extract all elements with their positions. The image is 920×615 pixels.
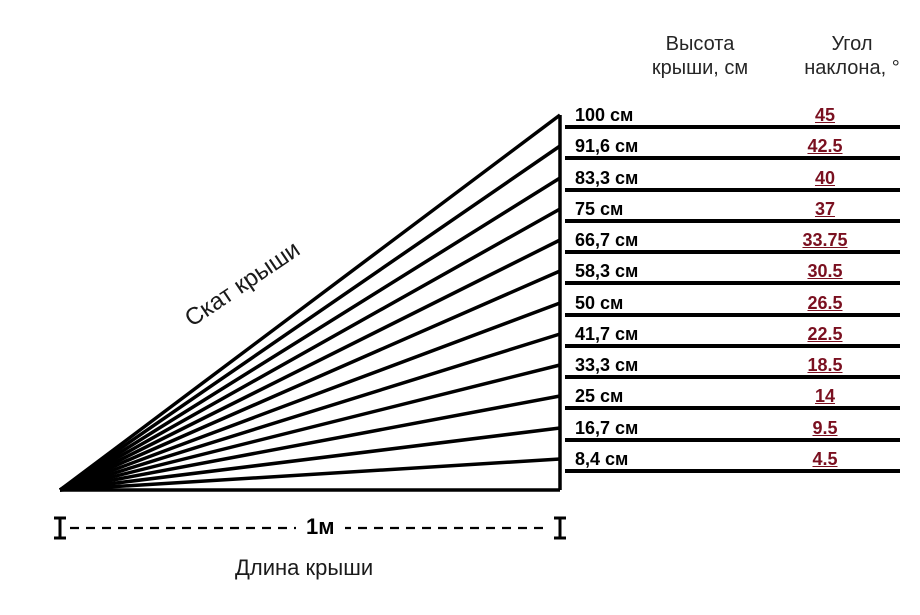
row-angle-label: 40: [790, 168, 860, 189]
row-angle-label: 26.5: [790, 293, 860, 314]
row-height-label: 58,3 см: [575, 261, 638, 282]
row-height-label: 91,6 см: [575, 136, 638, 157]
column-header-height: Высотакрыши, см: [640, 32, 760, 80]
row-height-label: 66,7 см: [575, 230, 638, 251]
row-height-label: 25 см: [575, 386, 623, 407]
row-angle-label: 9.5: [790, 418, 860, 439]
row-height-label: 100 см: [575, 105, 633, 126]
row-angle-label: 22.5: [790, 324, 860, 345]
row-height-label: 33,3 см: [575, 355, 638, 376]
row-height-label: 8,4 см: [575, 449, 628, 470]
row-angle-label: 4.5: [790, 449, 860, 470]
row-height-label: 75 см: [575, 199, 623, 220]
row-angle-label: 33.75: [790, 230, 860, 251]
bottom-axis-label: Длина крыши: [235, 555, 373, 581]
row-angle-label: 42.5: [790, 136, 860, 157]
row-height-label: 83,3 см: [575, 168, 638, 189]
row-height-label: 41,7 см: [575, 324, 638, 345]
row-angle-label: 18.5: [790, 355, 860, 376]
row-angle-label: 14: [790, 386, 860, 407]
row-angle-label: 45: [790, 105, 860, 126]
ruler-mid-label: 1м: [296, 514, 345, 540]
row-height-label: 50 см: [575, 293, 623, 314]
row-height-label: 16,7 см: [575, 418, 638, 439]
row-angle-label: 37: [790, 199, 860, 220]
row-angle-label: 30.5: [790, 261, 860, 282]
column-header-angle: Уголнаклона, °: [792, 32, 912, 80]
roof-angle-diagram: { "canvas": { "width": 920, "height": 61…: [0, 0, 920, 615]
diagram-svg: [0, 0, 920, 615]
